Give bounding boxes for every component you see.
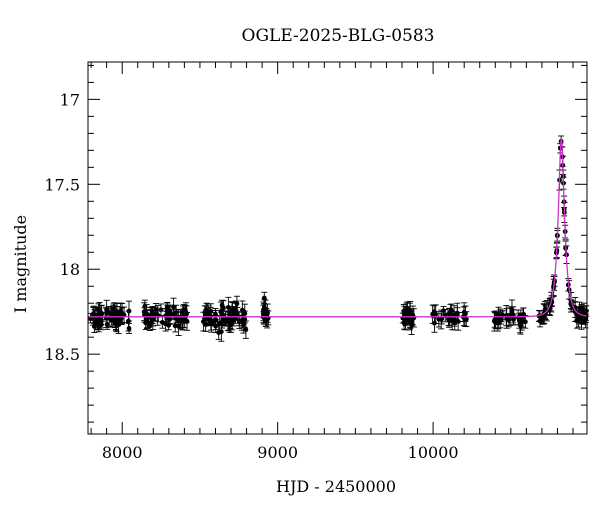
data-point: [159, 316, 166, 329]
data-point: [98, 304, 105, 322]
data-point: [215, 325, 222, 340]
data-point: [231, 306, 238, 321]
data-point: [125, 310, 132, 332]
data-point: [454, 307, 461, 323]
model-curve: [88, 138, 588, 318]
chart-title: OGLE-2025-BLG-0583: [242, 26, 435, 46]
data-point: [541, 301, 548, 319]
data-point: [242, 320, 249, 339]
plot-frame: [87, 61, 588, 435]
data-point: [522, 314, 529, 329]
x-tick-label: 10000: [408, 443, 459, 462]
data-point: [119, 303, 126, 324]
data-point: [126, 322, 133, 334]
data-point: [166, 313, 173, 325]
x-tick-label: 8000: [102, 443, 143, 462]
data-point: [239, 310, 246, 328]
y-tick-label: 18: [60, 260, 80, 279]
y-tick-label: 17.5: [44, 175, 80, 194]
data-point: [403, 306, 410, 324]
data-point: [491, 310, 498, 332]
y-tick-label: 17: [60, 90, 80, 109]
y-axis-label: I magnitude: [11, 215, 30, 313]
data-point: [157, 303, 164, 316]
data-point: [154, 305, 161, 326]
axis-ticks: [88, 62, 587, 434]
data-point: [108, 312, 115, 328]
data-point: [212, 310, 219, 331]
tick-labels: 8000 9000 10000 17 17.5 18 18.5: [44, 90, 458, 462]
data-point: [438, 309, 445, 330]
x-axis-label: HJD - 2450000: [276, 477, 396, 496]
data-points: [87, 135, 590, 342]
x-tick-label: 9000: [257, 443, 298, 462]
data-point: [164, 302, 171, 312]
data-point: [227, 315, 234, 330]
data-point: [579, 305, 586, 324]
data-point: [233, 295, 240, 312]
y-tick-label: 18.5: [44, 345, 80, 364]
data-point: [515, 309, 522, 326]
data-point: [260, 311, 267, 322]
data-point: [141, 299, 148, 314]
data-point: [451, 311, 458, 327]
